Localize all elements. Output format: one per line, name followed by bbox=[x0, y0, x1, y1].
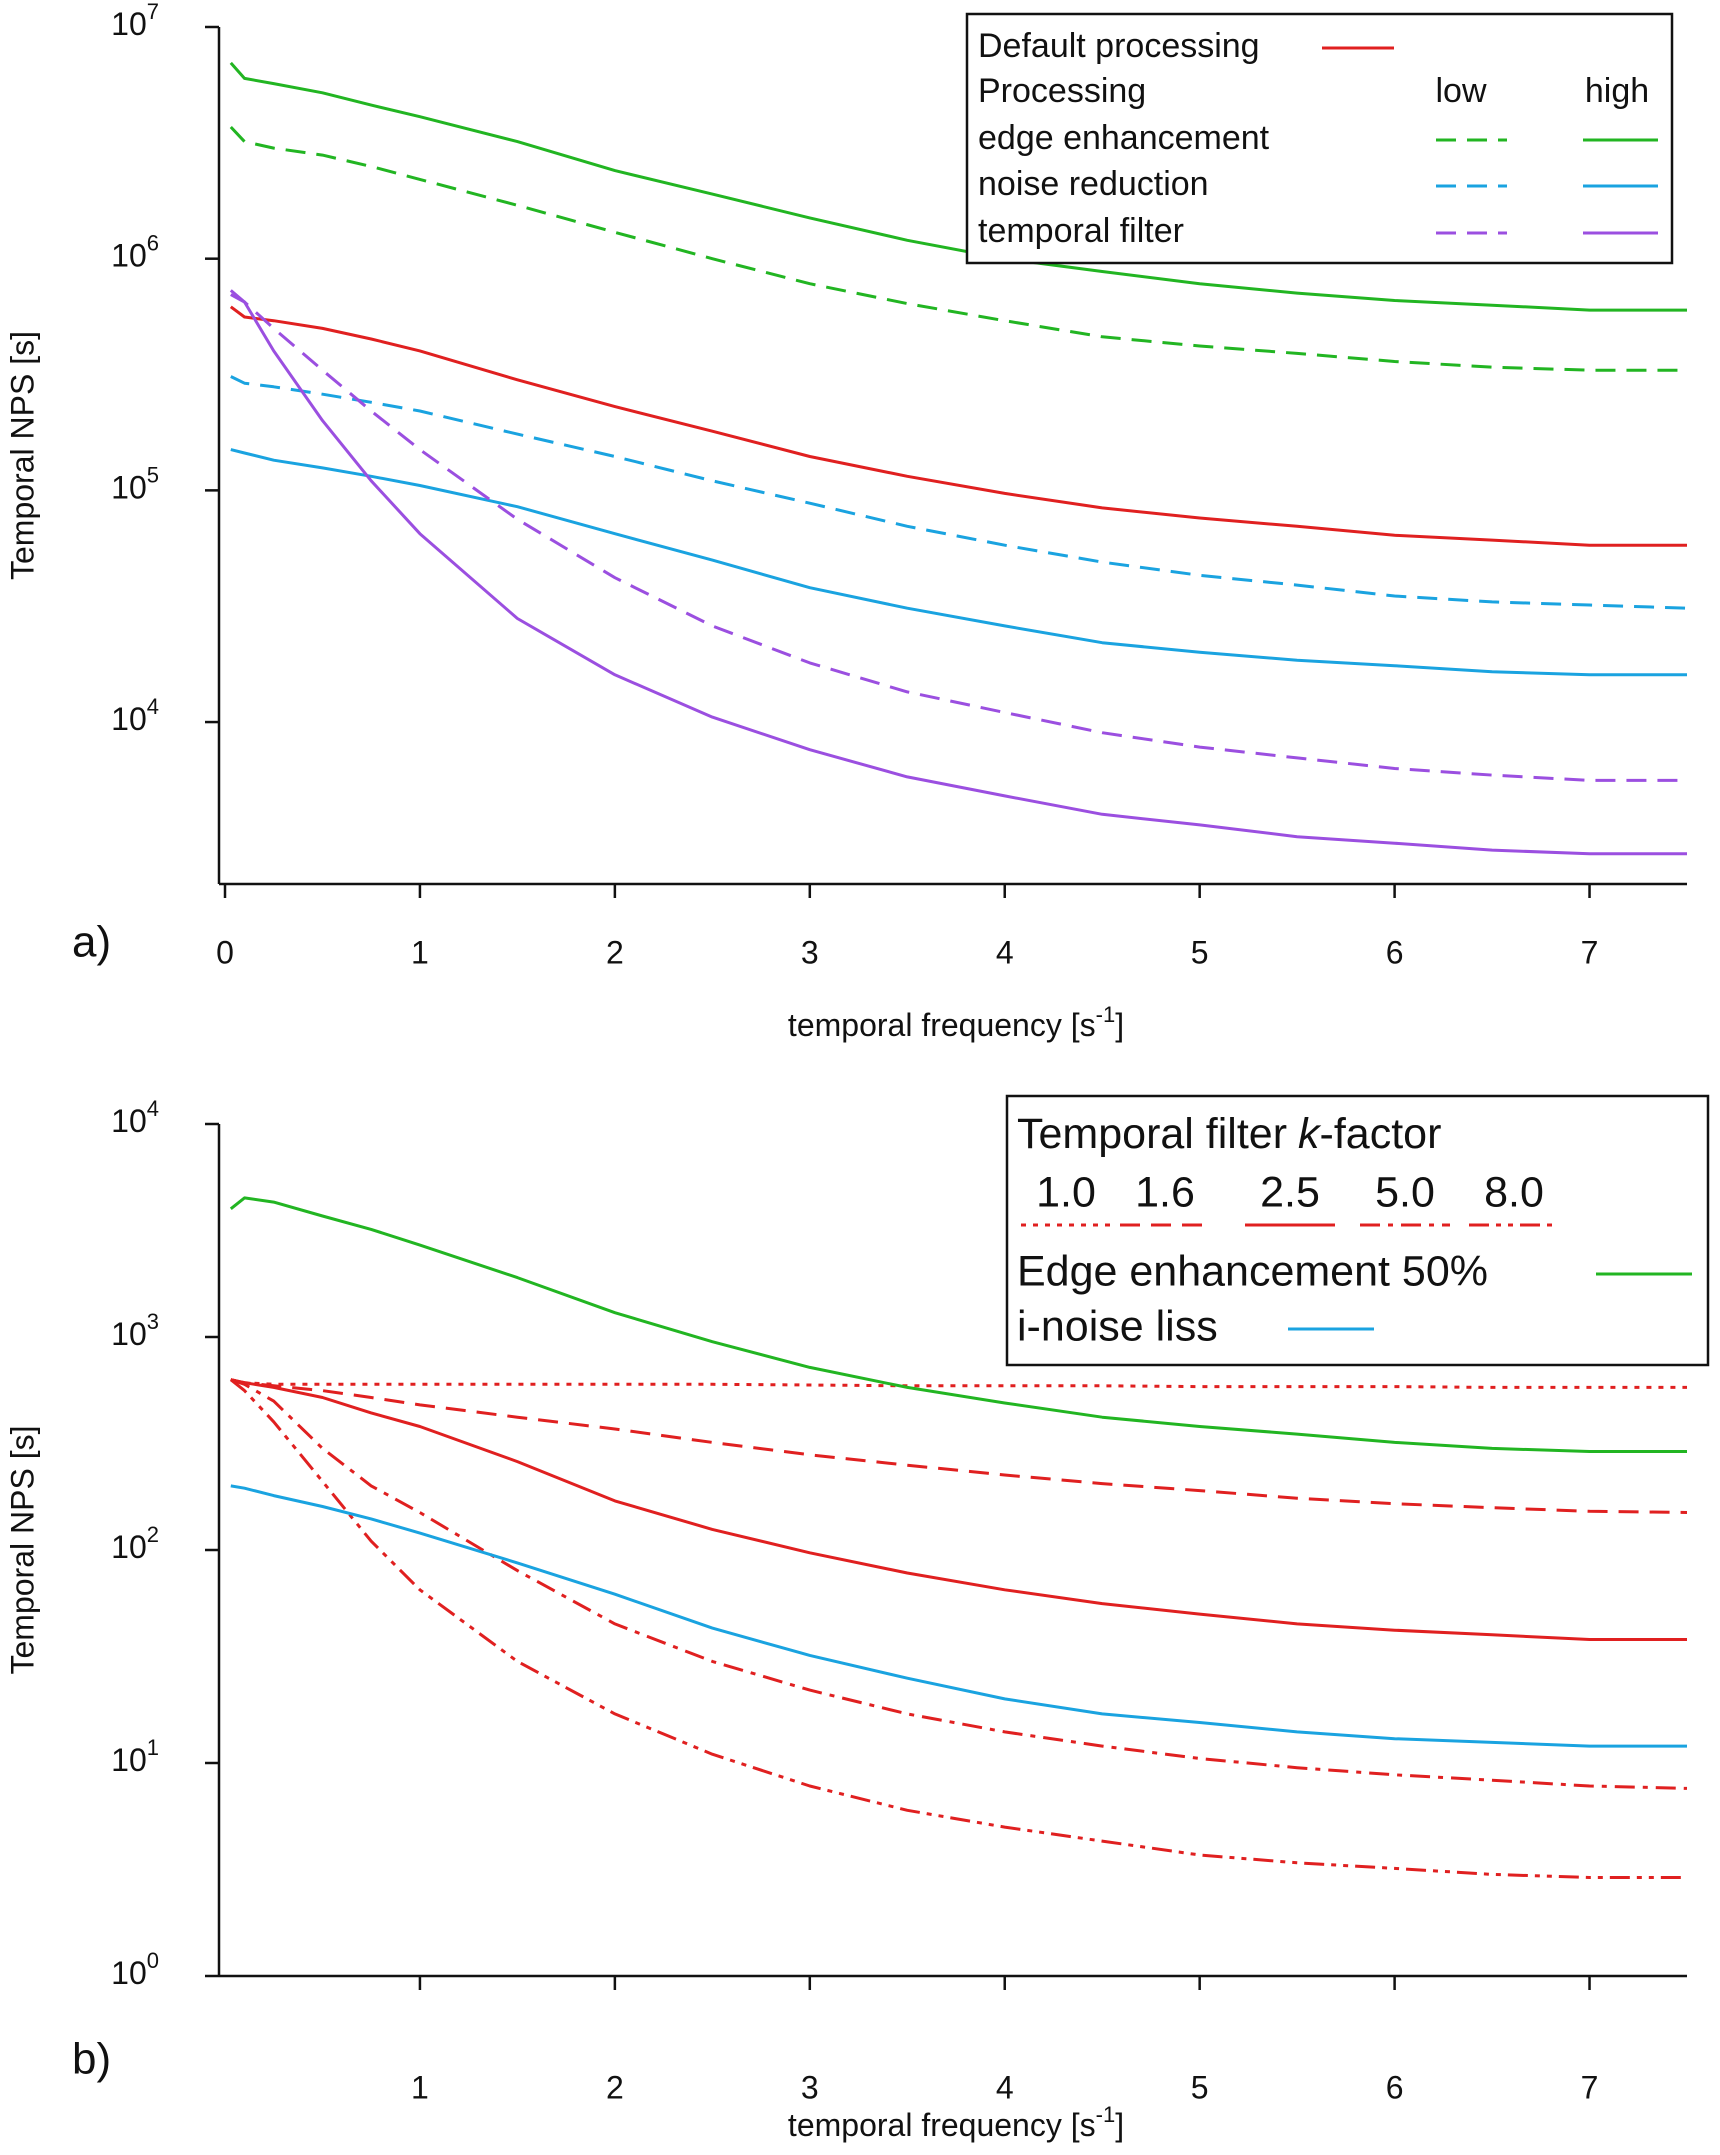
series-line bbox=[230, 1378, 1687, 1389]
y-tick-base: 10 bbox=[111, 1742, 147, 1778]
series-line bbox=[229, 125, 1687, 372]
x-label-sup: -1 bbox=[1096, 2102, 1116, 2127]
y-tick-label: 104 bbox=[111, 694, 159, 738]
legend-title-part: k bbox=[1298, 1110, 1322, 1158]
x-label-part: temporal frequency [s bbox=[788, 1007, 1096, 1043]
y-tick-base: 10 bbox=[111, 1316, 147, 1352]
legend-label: temporal filter bbox=[978, 212, 1184, 250]
legend-label: i-noise liss bbox=[1017, 1302, 1218, 1350]
x-tick-label: 6 bbox=[1386, 2069, 1404, 2105]
y-tick-exponent: 1 bbox=[147, 1735, 159, 1760]
y-tick-label: 105 bbox=[111, 462, 159, 506]
x-tick-label: 2 bbox=[606, 934, 624, 970]
y-tick-base: 10 bbox=[111, 1103, 147, 1139]
x-label-part: ] bbox=[1115, 2107, 1124, 2143]
y-tick-label: 101 bbox=[111, 1735, 159, 1779]
x-tick-label: 1 bbox=[411, 2069, 429, 2105]
legend-title-part: -factor bbox=[1320, 1110, 1442, 1158]
x-tick-label: 2 bbox=[606, 2069, 624, 2105]
series-line bbox=[230, 448, 1687, 677]
y-tick-base: 10 bbox=[111, 238, 147, 274]
panel-label: a) bbox=[72, 918, 111, 967]
y-tick-label: 107 bbox=[111, 0, 159, 42]
legend-label: edge enhancement bbox=[978, 119, 1270, 157]
y-tick-base: 10 bbox=[111, 6, 147, 42]
series-line bbox=[230, 1484, 1687, 1748]
y-tick-base: 10 bbox=[111, 702, 147, 738]
legend-label: 1.0 bbox=[1036, 1168, 1096, 1216]
y-tick-exponent: 2 bbox=[147, 1522, 159, 1547]
y-axis-label: Temporal NPS [s] bbox=[4, 331, 40, 580]
legend-column: low bbox=[1435, 72, 1486, 110]
series-line bbox=[229, 1378, 1687, 1879]
x-tick-label: 4 bbox=[996, 2069, 1014, 2105]
x-tick-label: 1 bbox=[411, 934, 429, 970]
series-line bbox=[230, 1378, 1688, 1790]
x-axis-label: temporal frequency [s-1] bbox=[788, 1002, 1124, 1044]
legend-column: high bbox=[1585, 72, 1649, 110]
x-tick-label: 5 bbox=[1191, 2069, 1209, 2105]
x-tick-label: 3 bbox=[801, 2069, 819, 2105]
legend-label: 1.6 bbox=[1135, 1168, 1195, 1216]
series-line bbox=[230, 375, 1688, 610]
x-tick-label: 5 bbox=[1191, 934, 1209, 970]
x-tick-label: 0 bbox=[216, 934, 234, 970]
series-line bbox=[229, 289, 1687, 856]
y-tick-exponent: 7 bbox=[147, 0, 159, 24]
legend-label: 2.5 bbox=[1260, 1168, 1320, 1216]
legend-title-part: Temporal filter bbox=[1017, 1110, 1287, 1158]
y-tick-label: 103 bbox=[111, 1309, 159, 1353]
panel-label: b) bbox=[72, 2035, 111, 2084]
x-label-part: temporal frequency [s bbox=[788, 2107, 1096, 2143]
y-tick-exponent: 6 bbox=[147, 230, 159, 255]
y-tick-label: 100 bbox=[111, 1948, 159, 1992]
x-tick-label: 4 bbox=[996, 934, 1014, 970]
y-tick-exponent: 0 bbox=[147, 1948, 159, 1973]
y-tick-exponent: 4 bbox=[147, 1096, 159, 1121]
x-tick-label: 7 bbox=[1581, 2069, 1599, 2105]
legend-title: Temporal filter k-factor bbox=[1017, 1110, 1441, 1158]
x-tick-label: 7 bbox=[1581, 934, 1599, 970]
y-tick-base: 10 bbox=[111, 1955, 147, 1991]
legend-title: Processing bbox=[978, 72, 1146, 110]
y-tick-base: 10 bbox=[111, 470, 147, 506]
x-axis-label: temporal frequency [s-1] bbox=[788, 2102, 1124, 2144]
x-label-part: ] bbox=[1115, 1007, 1124, 1043]
legend-label: 5.0 bbox=[1375, 1168, 1435, 1216]
y-tick-label: 106 bbox=[111, 230, 159, 274]
y-tick-label: 104 bbox=[111, 1096, 159, 1140]
legend-label: Edge enhancement 50% bbox=[1017, 1247, 1488, 1295]
series-line bbox=[230, 293, 1687, 782]
series-line bbox=[229, 61, 1687, 312]
series-line bbox=[229, 1196, 1687, 1453]
legend-label: noise reduction bbox=[978, 165, 1209, 203]
x-tick-label: 3 bbox=[801, 934, 819, 970]
y-tick-base: 10 bbox=[111, 1529, 147, 1565]
legend-box bbox=[965, 12, 1674, 265]
y-tick-exponent: 5 bbox=[147, 462, 159, 487]
x-tick-label: 6 bbox=[1386, 934, 1404, 970]
y-axis-label: Temporal NPS [s] bbox=[4, 1426, 40, 1675]
legend-label: Default processing bbox=[978, 27, 1260, 65]
y-tick-exponent: 3 bbox=[147, 1309, 159, 1334]
series-line bbox=[229, 305, 1687, 547]
legend-label: 8.0 bbox=[1484, 1168, 1544, 1216]
y-tick-exponent: 4 bbox=[147, 694, 159, 719]
x-label-sup: -1 bbox=[1096, 1002, 1116, 1027]
y-tick-label: 102 bbox=[111, 1522, 159, 1566]
series-line bbox=[230, 1378, 1687, 1641]
legend-box bbox=[1005, 1094, 1710, 1367]
